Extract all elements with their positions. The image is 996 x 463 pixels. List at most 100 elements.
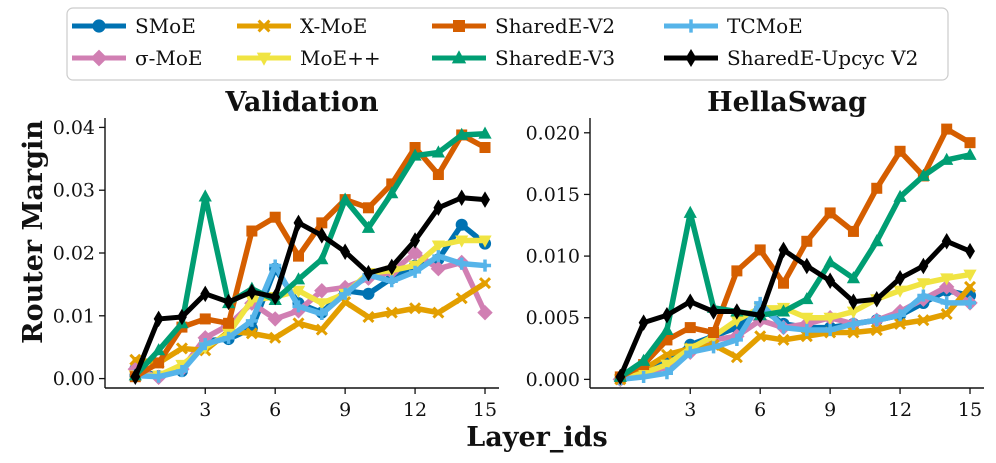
data-point-sharede-v2	[824, 207, 836, 219]
data-point-sigma-moe	[477, 304, 493, 321]
y-tick-label: 0.01	[53, 305, 95, 327]
data-point-sharede-upcyc-v2	[480, 191, 490, 208]
legend-label-sharede-v3: SharedE-V3	[495, 46, 615, 70]
data-point-sigma-moe	[407, 245, 423, 261]
data-point-tcmoe	[175, 364, 188, 378]
data-point-sharede-v2	[316, 217, 328, 229]
data-point-sharede-upcyc-v2	[965, 242, 975, 260]
x-tick-label: 6	[754, 399, 766, 421]
data-point-tcmoe	[269, 259, 282, 272]
series-line-x-moe	[132, 280, 488, 366]
data-point-sharede-upcyc-v2	[223, 293, 234, 311]
data-point-sharede-v2	[894, 145, 906, 157]
series-line-tcmoe	[617, 292, 973, 383]
data-point-moe	[823, 312, 837, 325]
panel-hellaswag: HellaSwag 0.000 0.005 0.010 0.015 0.020 3 6 9 12 1…	[526, 87, 984, 421]
data-point-tcmoe	[963, 296, 977, 309]
data-point-x-moe	[292, 317, 305, 330]
data-point-sharede-v3	[916, 168, 930, 181]
data-point-sharede-upcyc-v2	[685, 293, 696, 310]
data-point-tcmoe	[684, 346, 697, 359]
data-point-sharede-v3	[963, 147, 977, 160]
data-point-sharede-v2	[731, 265, 743, 277]
legend-marker-x-moe	[257, 19, 271, 33]
x-tick-label: 9	[339, 399, 351, 421]
data-point-x-moe	[385, 306, 398, 319]
data-point-tcmoe	[152, 370, 165, 383]
data-point-sharede-v2	[778, 277, 790, 289]
y-tick-label: 0.04	[53, 117, 95, 139]
data-point-sharede-v2	[223, 317, 235, 329]
data-point-moe	[916, 278, 930, 291]
data-point-sharede-upcyc-v2	[918, 257, 929, 275]
x-tick-label: 12	[403, 399, 427, 421]
data-point-tcmoe	[199, 337, 212, 351]
data-point-x-moe	[940, 308, 953, 321]
data-point-sharede-v3	[637, 353, 651, 366]
data-point-sigma-moe	[430, 260, 447, 277]
data-point-sharede-upcyc-v2	[153, 310, 164, 328]
data-point-smoe	[455, 218, 468, 231]
legend-item-sharede-upcyc-v2: SharedE-Upcyc V2	[664, 46, 918, 70]
y-tick-label: 0.02	[53, 243, 95, 265]
data-point-sharede-v2	[661, 334, 673, 346]
data-point-sharede-upcyc-v2	[456, 189, 467, 206]
legend-label-sharede-v2: SharedE-V2	[495, 14, 615, 38]
data-point-sharede-v3	[338, 192, 352, 205]
legend-marker-sharede-v3	[451, 50, 467, 64]
y-tick-label: 0.015	[526, 184, 580, 206]
data-point-x-moe	[245, 327, 258, 340]
data-point-sharede-upcyc-v2	[363, 264, 374, 282]
data-point-sharede-upcyc-v2	[661, 307, 672, 324]
y-tick-label: 0.020	[526, 122, 580, 144]
data-point-sharede-upcyc-v2	[895, 270, 906, 287]
data-point-sharede-v3	[478, 126, 492, 139]
data-point-moe	[893, 285, 907, 298]
data-point-sharede-upcyc-v2	[270, 288, 281, 306]
series-line-x-moe	[617, 284, 973, 383]
data-point-tcmoe	[824, 324, 837, 337]
legend: SMoE σ-MoE X-MoE MoE++ SharedE-V2 SharedE-V3 T…	[66, 7, 949, 81]
data-point-moe	[455, 235, 469, 248]
x-tick-label: 15	[473, 399, 497, 421]
legend-item-moe: MoE++	[237, 46, 381, 70]
data-point-tcmoe	[222, 331, 235, 344]
legend-label-tcmoe: TCMoE	[727, 14, 803, 38]
data-point-sharede-v2	[941, 123, 953, 135]
data-point-sharede-v2	[754, 244, 766, 256]
data-point-tcmoe	[660, 367, 673, 380]
data-point-sharede-v3	[431, 145, 445, 158]
data-point-tcmoe	[940, 296, 953, 309]
x-tick-label: 6	[269, 399, 281, 421]
data-point-tcmoe	[870, 314, 883, 327]
series-sharede-upcyc-v2	[130, 189, 490, 385]
legend-label-sharede-upcyc-v2: SharedE-Upcyc V2	[727, 46, 918, 70]
data-point-sharede-upcyc-v2	[638, 314, 649, 331]
legend-marker-moe	[256, 52, 272, 66]
data-point-tcmoe	[707, 341, 720, 354]
data-point-sharede-v2	[293, 250, 305, 262]
legend-marker-tcmoe	[684, 19, 698, 33]
data-point-sharede-upcyc-v2	[130, 368, 141, 385]
data-point-tcmoe	[894, 309, 907, 322]
data-point-sharede-upcyc-v2	[731, 303, 742, 320]
legend-item-sharede-v2: SharedE-V2	[432, 14, 615, 38]
data-point-sharede-v3	[198, 189, 212, 202]
data-point-x-moe	[777, 333, 790, 346]
series-tcmoe	[129, 250, 492, 383]
data-point-sharede-upcyc-v2	[871, 290, 882, 308]
data-point-sharede-upcyc-v2	[708, 303, 719, 320]
data-point-x-moe	[269, 331, 282, 344]
x-axis-label: Layer_ids	[466, 422, 607, 453]
x-tick-label: 12	[888, 399, 912, 421]
series-line-sharede-v3	[132, 130, 488, 379]
data-point-sharede-v2	[432, 169, 444, 181]
legend-label-smoe: SMoE	[135, 14, 196, 38]
x-tick-label: 9	[824, 399, 836, 421]
legend-marker-sigma-moe	[90, 49, 108, 67]
data-point-sharede-v3	[846, 271, 861, 284]
data-point-moe	[800, 312, 814, 325]
data-point-moe	[315, 298, 329, 311]
data-point-sharede-v3	[660, 322, 674, 336]
data-point-sharede-v3	[940, 152, 954, 165]
